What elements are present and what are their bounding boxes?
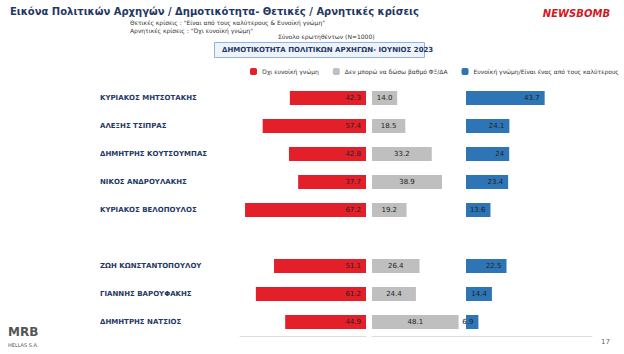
svg-text:33.2: 33.2 bbox=[394, 150, 410, 158]
svg-text:ΓΙΑΝΝΗΣ ΒΑΡΟΥΦΑΚΗΣ: ΓΙΑΝΝΗΣ ΒΑΡΟΥΦΑΚΗΣ bbox=[100, 290, 192, 298]
svg-text:Θετικές κρίσεις : "Είναι από τ: Θετικές κρίσεις : "Είναι από τους καλύτε… bbox=[130, 19, 325, 27]
svg-text:6.9: 6.9 bbox=[462, 318, 473, 326]
svg-text:23.4: 23.4 bbox=[488, 178, 504, 186]
svg-text:57.4: 57.4 bbox=[345, 122, 361, 130]
svg-text:ΖΩΗ ΚΩΝΣΤΑΝΤΟΠΟΥΛΟΥ: ΖΩΗ ΚΩΝΣΤΑΝΤΟΠΟΥΛΟΥ bbox=[100, 262, 202, 270]
svg-text:ΔΗΜΗΤΡΗΣ ΚΟΥΤΣΟΥΜΠΑΣ: ΔΗΜΗΤΡΗΣ ΚΟΥΤΣΟΥΜΠΑΣ bbox=[100, 150, 207, 158]
svg-text:Όχι ευνοϊκή γνώμη: Όχι ευνοϊκή γνώμη bbox=[261, 68, 319, 76]
svg-text:44.9: 44.9 bbox=[345, 318, 361, 326]
svg-text:Ευνοϊκή γνώμη/Είναι ένας από τ: Ευνοϊκή γνώμη/Είναι ένας από τους καλύτε… bbox=[474, 68, 619, 76]
svg-text:17: 17 bbox=[601, 338, 610, 346]
svg-text:13.6: 13.6 bbox=[470, 206, 486, 214]
svg-text:ΔΗΜΗΤΡΗΣ ΝΑΤΣΙΟΣ: ΔΗΜΗΤΡΗΣ ΝΑΤΣΙΟΣ bbox=[100, 318, 181, 326]
svg-text:MRB: MRB bbox=[8, 325, 38, 339]
svg-text:18.5: 18.5 bbox=[381, 122, 397, 130]
svg-text:24.4: 24.4 bbox=[386, 290, 402, 298]
svg-text:ΚΥΡΙΑΚΟΣ ΒΕΛΟΠΟΥΛΟΣ: ΚΥΡΙΑΚΟΣ ΒΕΛΟΠΟΥΛΟΣ bbox=[100, 206, 197, 214]
svg-text:Εικόνα Πολιτικών Αρχηγών / Δημ: Εικόνα Πολιτικών Αρχηγών / Δημοτικότητα-… bbox=[10, 6, 419, 17]
svg-text:22.5: 22.5 bbox=[486, 262, 502, 270]
svg-text:48.1: 48.1 bbox=[407, 318, 423, 326]
svg-text:24.1: 24.1 bbox=[489, 122, 505, 130]
svg-text:Δεν μπορώ να δώσω βαθμό ΦΞ/ΔΑ: Δεν μπορώ να δώσω βαθμό ΦΞ/ΔΑ bbox=[345, 68, 449, 76]
svg-text:43.7: 43.7 bbox=[524, 94, 540, 102]
svg-text:Αρνητικές κρίσεις : "Όχι ευνοϊ: Αρνητικές κρίσεις : "Όχι ευνοϊκή γνώμη" bbox=[130, 27, 253, 35]
svg-text:24: 24 bbox=[495, 150, 504, 158]
svg-text:42.8: 42.8 bbox=[345, 150, 361, 158]
svg-text:ΝΙΚΟΣ ΑΝΔΡΟΥΛΑΚΗΣ: ΝΙΚΟΣ ΑΝΔΡΟΥΛΑΚΗΣ bbox=[100, 178, 187, 186]
svg-text:ΑΛΕΞΗΣ ΤΣΙΠΡΑΣ: ΑΛΕΞΗΣ ΤΣΙΠΡΑΣ bbox=[100, 122, 167, 130]
svg-text:NEWSBOMB: NEWSBOMB bbox=[543, 8, 610, 19]
svg-text:61.2: 61.2 bbox=[345, 290, 361, 298]
svg-text:14.4: 14.4 bbox=[471, 290, 487, 298]
svg-text:ΔΗΜΟΤΙΚΟΤΗΤΑ ΠΟΛΙΤΙΚΩΝ ΑΡΧΗΓΩΝ: ΔΗΜΟΤΙΚΟΤΗΤΑ ΠΟΛΙΤΙΚΩΝ ΑΡΧΗΓΩΝ- ΙΟΥΝΙΟΣ … bbox=[222, 46, 433, 54]
svg-text:14.0: 14.0 bbox=[377, 94, 393, 102]
svg-text:67.2: 67.2 bbox=[345, 206, 361, 214]
svg-text:Σύνολο ερωτηθέντων (N=1000): Σύνολο ερωτηθέντων (N=1000) bbox=[278, 33, 375, 41]
svg-text:37.7: 37.7 bbox=[345, 178, 361, 186]
svg-text:38.9: 38.9 bbox=[399, 178, 415, 186]
svg-text:19.2: 19.2 bbox=[381, 206, 397, 214]
svg-text:HELLAS S.A.: HELLAS S.A. bbox=[8, 342, 39, 348]
svg-text:42.3: 42.3 bbox=[345, 94, 361, 102]
svg-text:51.1: 51.1 bbox=[345, 262, 361, 270]
svg-text:ΚΥΡΙΑΚΟΣ ΜΗΤΣΟΤΑΚΗΣ: ΚΥΡΙΑΚΟΣ ΜΗΤΣΟΤΑΚΗΣ bbox=[100, 94, 197, 102]
svg-text:26.4: 26.4 bbox=[388, 262, 404, 270]
